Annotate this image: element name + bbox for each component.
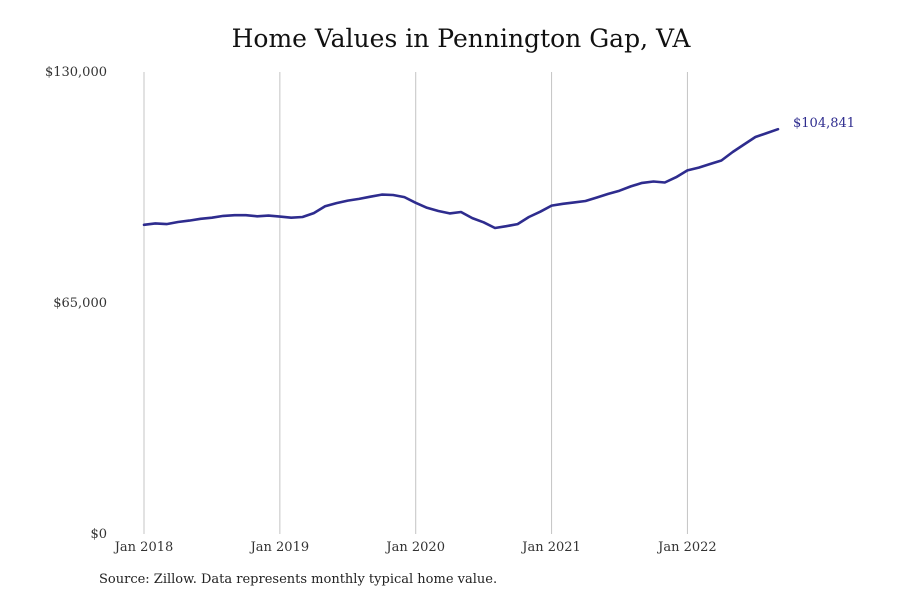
y-axis: $0 $65,000 $130,000	[45, 65, 107, 542]
x-tick-label: Jan 2021	[520, 540, 581, 555]
chart-title: Home Values in Pennington Gap, VA	[231, 24, 691, 53]
gridlines	[143, 72, 688, 534]
x-axis: Jan 2018 Jan 2019 Jan 2020 Jan 2021 Jan 2022	[113, 540, 717, 555]
y-tick-label: $130,000	[45, 65, 107, 80]
x-tick-label: Jan 2022	[656, 540, 717, 555]
x-tick-label: Jan 2018	[113, 540, 174, 555]
end-value-label: $104,841	[793, 116, 855, 131]
series: $104,841	[142, 116, 855, 230]
x-tick-label: Jan 2019	[249, 540, 310, 555]
y-tick-label: $65,000	[53, 296, 107, 311]
series-line	[142, 127, 780, 230]
y-tick-label: $0	[90, 527, 107, 542]
source-note: Source: Zillow. Data represents monthly …	[99, 572, 498, 587]
x-tick-label: Jan 2020	[384, 540, 445, 555]
